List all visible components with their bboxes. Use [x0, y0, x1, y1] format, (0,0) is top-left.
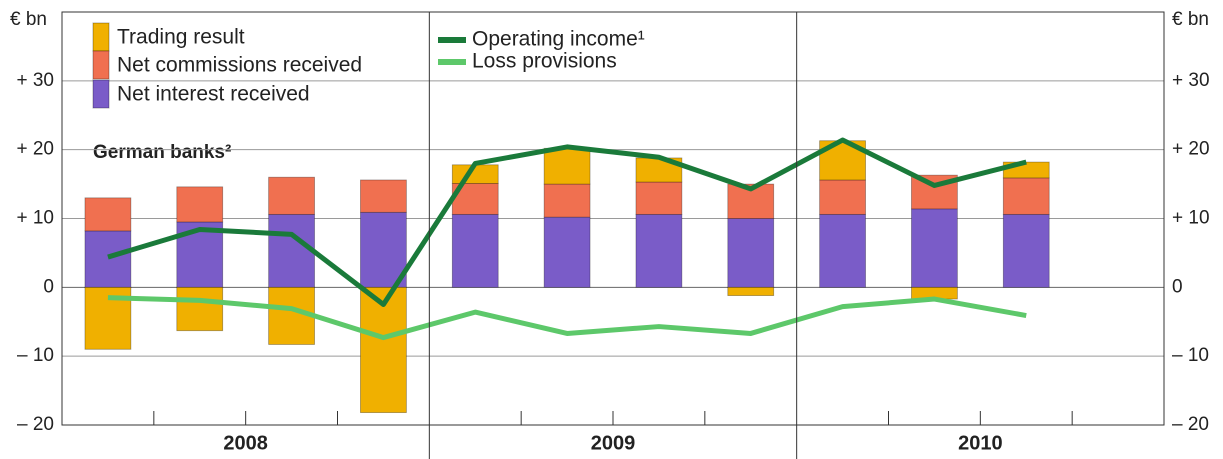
bar-segment — [819, 213, 866, 288]
x-group-label: 2009 — [591, 432, 636, 454]
y-tick-label: – 20 — [17, 414, 54, 435]
y-tick-label: + 10 — [16, 208, 54, 229]
legend-swatch — [92, 79, 110, 109]
legend-label: Trading result — [117, 26, 245, 49]
x-group-label: 2008 — [223, 432, 268, 454]
y-tick-label: 0 — [43, 276, 54, 297]
bar-segment — [84, 230, 132, 288]
bar-segment — [727, 286, 775, 296]
y-tick-label: + 20 — [16, 139, 54, 160]
bar-segment — [268, 213, 315, 288]
y-tick-label-right: + 20 — [1172, 139, 1210, 160]
bar-segment — [635, 213, 683, 288]
y-tick-label-right: – 10 — [1172, 345, 1209, 366]
bar-segment — [543, 183, 591, 218]
legend-label: Net interest received — [117, 83, 310, 106]
y-axis-label-right: € bn — [1172, 9, 1209, 30]
bar-segment — [360, 179, 407, 213]
line — [107, 137, 1027, 308]
grid — [62, 80, 1164, 426]
bar-segment — [819, 179, 866, 215]
bar-segment — [451, 213, 499, 288]
legend-swatch — [92, 22, 110, 52]
y-tick-label-right: + 10 — [1172, 208, 1210, 229]
y-tick-label: – 10 — [17, 345, 54, 366]
y-axis-label: € bn — [10, 9, 47, 30]
bar-segment — [727, 218, 775, 288]
bar-segment — [84, 197, 132, 232]
y-tick-label: + 30 — [16, 70, 54, 91]
line — [107, 295, 1027, 341]
bar-segment — [1002, 213, 1050, 288]
legend-label: Loss provisions — [472, 50, 617, 73]
legend-swatch — [92, 50, 110, 80]
annotation: German banks² — [93, 142, 231, 163]
bar-segment — [176, 286, 224, 332]
bar-segment — [176, 186, 224, 223]
bar-segment — [635, 181, 683, 215]
bar-segment — [176, 221, 224, 288]
y-tick-label-right: + 30 — [1172, 70, 1210, 91]
y-tick-label-right: 0 — [1172, 276, 1183, 297]
x-group-label: 2010 — [958, 432, 1003, 454]
bar-segment — [543, 216, 591, 288]
bar-segment — [360, 286, 407, 414]
y-tick-label-right: – 20 — [1172, 414, 1209, 435]
bar-segment — [543, 147, 591, 185]
legend-label: Operating income¹ — [472, 28, 645, 51]
bar-segment — [268, 176, 315, 215]
bar-segment — [1002, 177, 1050, 215]
bar-segment — [911, 208, 958, 288]
legend-label: Net commissions received — [117, 54, 362, 77]
